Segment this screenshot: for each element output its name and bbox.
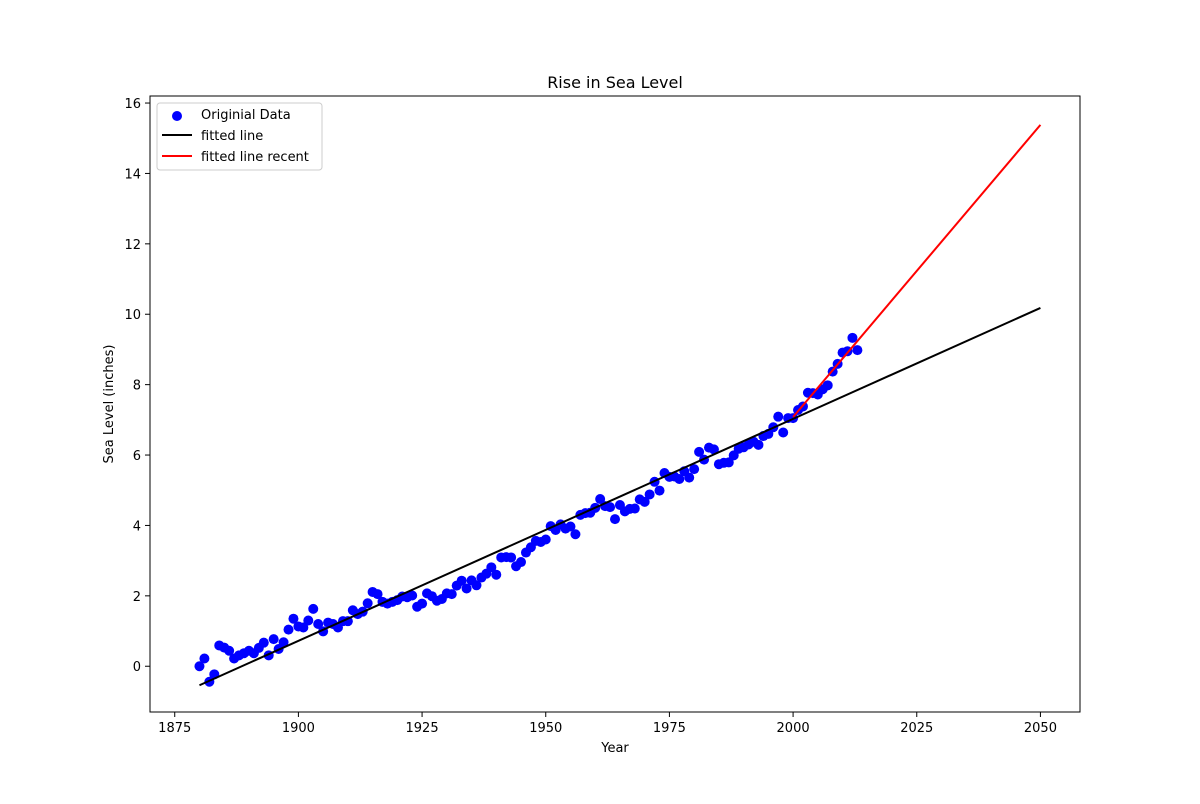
x-axis: 1875 1900 1925 1950 1975 2000 2025 2050: [158, 712, 1057, 736]
data-point: [773, 411, 784, 422]
data-point: [674, 473, 685, 484]
y-tick-label: 16: [124, 97, 141, 112]
y-axis: 0 2 4 6 8 10 12 14 16: [124, 97, 150, 675]
legend-label-fitted-line: fitted line: [201, 129, 263, 144]
data-point: [486, 562, 497, 573]
data-point: [224, 645, 235, 656]
data-point: [639, 496, 650, 507]
data-point: [684, 472, 695, 483]
legend: Originial Data fitted line fitted line r…: [156, 102, 323, 171]
x-tick-label: 2025: [900, 721, 933, 736]
legend-box: [156, 102, 323, 171]
data-point: [199, 653, 210, 664]
fitted-line: [199, 306, 1041, 687]
data-point: [362, 598, 373, 609]
data-point: [753, 439, 764, 450]
y-axis-label: Sea Level (inches): [102, 345, 117, 464]
data-point: [723, 457, 734, 468]
y-tick-label: 4: [133, 519, 141, 534]
data-point: [417, 598, 428, 609]
y-tick-label: 0: [133, 660, 141, 675]
data-point: [852, 345, 863, 356]
y-tick-label: 8: [133, 379, 141, 394]
data-point: [610, 514, 620, 525]
data-point: [372, 589, 383, 600]
data-point: [778, 427, 789, 438]
legend-label-original-data: Originial Data: [201, 108, 291, 123]
data-point: [303, 615, 314, 626]
fitted-line-recent: [792, 124, 1042, 418]
x-tick-label: 1900: [282, 721, 315, 736]
data-point: [313, 619, 324, 629]
x-tick-label: 1875: [158, 721, 191, 736]
data-point: [644, 489, 655, 500]
x-tick-label: 1975: [653, 721, 686, 736]
data-point: [298, 622, 309, 633]
data-point: [570, 529, 581, 540]
y-tick-label: 10: [124, 308, 141, 323]
data-point: [258, 637, 269, 648]
x-tick-label: 2000: [777, 721, 810, 736]
data-point: [506, 552, 517, 563]
y-tick-label: 6: [133, 449, 141, 464]
legend-label-fitted-line-recent: fitted line recent: [201, 150, 309, 165]
plot-frame: [149, 95, 1081, 713]
data-point: [654, 485, 665, 496]
y-tick-label: 14: [124, 167, 141, 182]
data-point: [708, 444, 719, 455]
data-point: [288, 613, 299, 624]
data-point: [689, 464, 700, 475]
x-tick-label: 1950: [529, 721, 562, 736]
data-point: [595, 494, 606, 505]
data-point: [516, 557, 527, 568]
data-point: [471, 580, 482, 591]
y-tick-label: 12: [124, 238, 141, 253]
data-point: [283, 624, 294, 635]
data-point: [629, 503, 640, 514]
legend-marker-original-data: [172, 111, 182, 121]
chart-title: Rise in Sea Level: [547, 73, 683, 92]
data-point: [407, 590, 418, 601]
data-point: [605, 502, 616, 513]
x-axis-label: Year: [600, 741, 629, 756]
data-point: [461, 583, 472, 594]
data-point: [540, 534, 551, 545]
data-point: [822, 380, 833, 391]
data-point: [268, 634, 279, 645]
data-point: [278, 637, 289, 648]
series-layer: [194, 124, 1042, 687]
data-point: [565, 521, 576, 532]
data-point: [446, 589, 457, 600]
data-point: [456, 575, 467, 586]
data-point: [694, 446, 705, 457]
data-point: [194, 661, 205, 672]
data-point: [847, 332, 858, 343]
x-tick-label: 1925: [406, 721, 439, 736]
data-point: [308, 603, 319, 614]
data-point: [491, 569, 502, 580]
y-tick-label: 2: [133, 590, 141, 605]
x-tick-label: 2050: [1024, 721, 1057, 736]
